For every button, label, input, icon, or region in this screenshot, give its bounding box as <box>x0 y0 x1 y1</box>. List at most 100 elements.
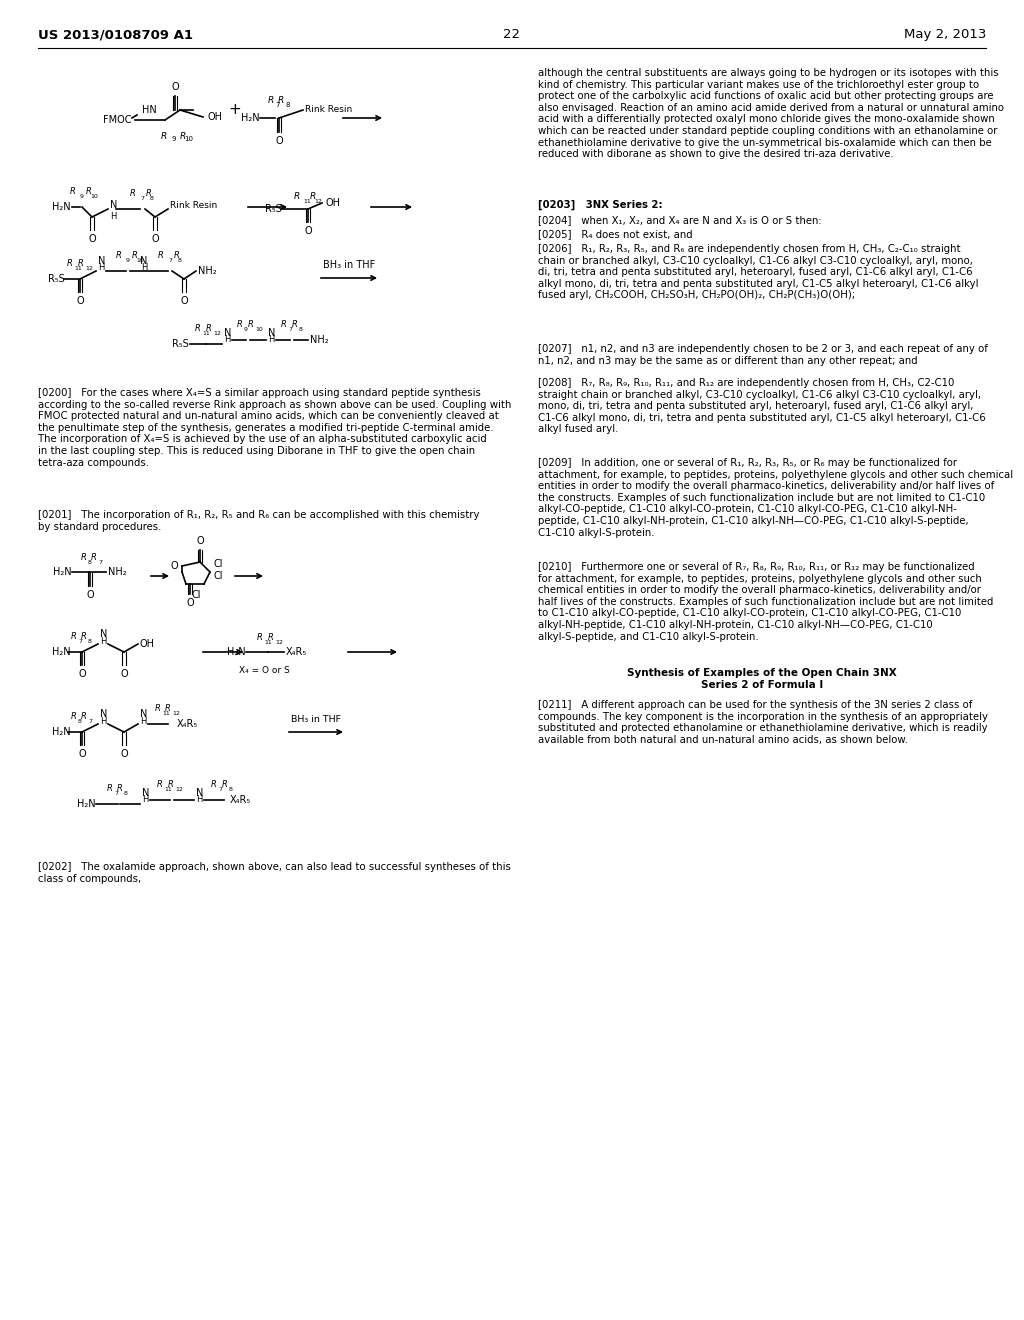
Text: R: R <box>310 191 316 201</box>
Text: FMOC: FMOC <box>103 115 132 125</box>
Text: N: N <box>140 256 147 267</box>
Text: R: R <box>281 319 287 329</box>
Text: 8: 8 <box>88 639 92 644</box>
Text: R: R <box>157 780 163 789</box>
Text: H₂N: H₂N <box>52 647 71 657</box>
Text: R: R <box>195 323 201 333</box>
Text: H₂N: H₂N <box>53 568 72 577</box>
Text: Rink Resin: Rink Resin <box>170 201 217 210</box>
Text: X₄R₅: X₄R₅ <box>286 647 307 657</box>
Text: R₅S: R₅S <box>48 275 65 284</box>
Text: HN: HN <box>142 106 157 115</box>
Text: H: H <box>100 717 106 726</box>
Text: 12: 12 <box>85 267 93 271</box>
Text: R: R <box>71 632 77 642</box>
Text: H: H <box>98 264 104 272</box>
Text: [0209]   In addition, one or several of R₁, R₂, R₃, R₅, or R₆ may be functionali: [0209] In addition, one or several of R₁… <box>538 458 1013 537</box>
Text: R: R <box>292 319 298 329</box>
Text: R: R <box>116 251 122 260</box>
Text: 7: 7 <box>218 787 222 792</box>
Text: R: R <box>278 96 284 106</box>
Text: H: H <box>268 335 274 345</box>
Text: N: N <box>268 327 275 338</box>
Text: 7: 7 <box>98 560 102 565</box>
Text: N: N <box>100 630 108 639</box>
Text: R: R <box>206 323 212 333</box>
Text: Cl: Cl <box>214 558 223 569</box>
Text: R: R <box>222 780 228 789</box>
Text: Synthesis of Examples of the Open Chain 3NX
Series 2 of Formula I: Synthesis of Examples of the Open Chain … <box>627 668 897 689</box>
Text: NH₂: NH₂ <box>198 267 217 276</box>
Text: R: R <box>257 634 263 642</box>
Text: 7: 7 <box>88 719 92 723</box>
Text: O: O <box>275 136 283 147</box>
Text: [0208]   R₇, R₈, R₉, R₁₀, R₁₁, and R₁₂ are independently chosen from H, CH₃, C2-: [0208] R₇, R₈, R₉, R₁₀, R₁₁, and R₁₂ are… <box>538 378 986 434</box>
Text: 7: 7 <box>114 791 118 796</box>
Text: May 2, 2013: May 2, 2013 <box>903 28 986 41</box>
Text: 8: 8 <box>150 195 154 201</box>
Text: O: O <box>170 561 178 572</box>
Text: O: O <box>88 234 96 244</box>
Text: R: R <box>81 711 87 721</box>
Text: 8: 8 <box>299 327 303 333</box>
Text: 8: 8 <box>285 102 290 108</box>
Text: O: O <box>304 226 312 236</box>
Text: H: H <box>140 717 146 726</box>
Text: H₂N: H₂N <box>227 647 246 657</box>
Text: R: R <box>155 704 161 713</box>
Text: 11: 11 <box>202 331 210 337</box>
Text: R: R <box>268 634 274 642</box>
Text: 10: 10 <box>184 136 193 143</box>
Text: R: R <box>86 187 92 195</box>
Text: 11: 11 <box>264 640 271 645</box>
Text: R: R <box>174 251 180 260</box>
Text: NH₂: NH₂ <box>310 335 329 345</box>
Text: O: O <box>78 669 86 678</box>
Text: OH: OH <box>326 198 341 209</box>
Text: +: + <box>228 103 242 117</box>
Text: H: H <box>142 796 148 804</box>
Text: 8: 8 <box>78 719 82 723</box>
Text: OH: OH <box>207 112 222 121</box>
Text: [0201]   The incorporation of R₁, R₂, R₅ and R₆ can be accomplished with this ch: [0201] The incorporation of R₁, R₂, R₅ a… <box>38 510 479 532</box>
Text: 9: 9 <box>171 136 175 143</box>
Text: H: H <box>141 264 147 272</box>
Text: R: R <box>294 191 300 201</box>
Text: Rink Resin: Rink Resin <box>305 106 352 115</box>
Text: 8: 8 <box>88 560 92 565</box>
Text: 9: 9 <box>80 194 84 199</box>
Text: O: O <box>120 748 128 759</box>
Text: O: O <box>120 669 128 678</box>
Text: BH₃ in THF: BH₃ in THF <box>323 260 375 271</box>
Text: X₄ = O or S: X₄ = O or S <box>239 667 290 675</box>
Text: R: R <box>158 251 164 260</box>
Text: 8: 8 <box>178 257 182 263</box>
Text: [0210]   Furthermore one or several of R₇, R₈, R₉, R₁₀, R₁₁, or R₁₂ may be funct: [0210] Furthermore one or several of R₇,… <box>538 562 993 642</box>
Text: O: O <box>86 590 94 601</box>
Text: H: H <box>110 213 117 220</box>
Text: O: O <box>76 296 84 306</box>
Text: 8: 8 <box>229 787 232 792</box>
Text: R: R <box>81 632 87 642</box>
Text: [0205]   R₄ does not exist, and: [0205] R₄ does not exist, and <box>538 228 692 239</box>
Text: R: R <box>146 189 152 198</box>
Text: US 2013/0108709 A1: US 2013/0108709 A1 <box>38 28 193 41</box>
Text: 7: 7 <box>140 195 144 201</box>
Text: X₄R₅: X₄R₅ <box>230 795 251 805</box>
Text: R: R <box>78 259 84 268</box>
Text: 10: 10 <box>255 327 263 333</box>
Text: NH₂: NH₂ <box>108 568 127 577</box>
Text: [0206]   R₁, R₂, R₃, R₅, and R₆ are independently chosen from H, CH₃, C₂-C₁₀ str: [0206] R₁, R₂, R₃, R₅, and R₆ are indepe… <box>538 244 979 301</box>
Text: R: R <box>248 319 254 329</box>
Text: R: R <box>71 711 77 721</box>
Text: 12: 12 <box>213 331 221 337</box>
Text: H: H <box>196 796 203 804</box>
Text: Cl: Cl <box>214 572 223 581</box>
Text: BH₃ in THF: BH₃ in THF <box>291 715 341 723</box>
Text: 8: 8 <box>124 791 128 796</box>
Text: R: R <box>180 132 186 141</box>
Text: 7: 7 <box>275 102 280 108</box>
Text: 10: 10 <box>136 257 143 263</box>
Text: 9: 9 <box>126 257 130 263</box>
Text: R: R <box>161 132 167 141</box>
